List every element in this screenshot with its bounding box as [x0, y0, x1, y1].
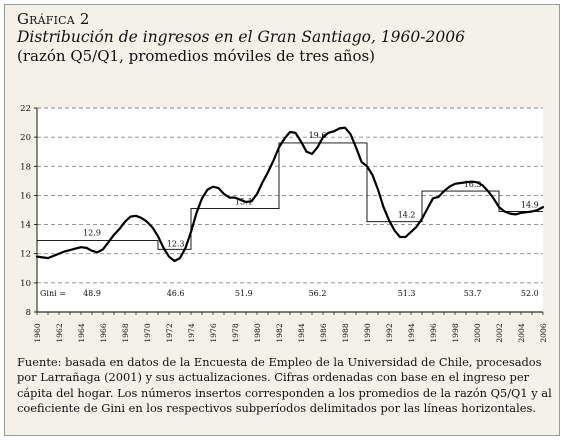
y-tick-label: 14 — [20, 221, 31, 231]
x-tick-label: 1984 — [297, 323, 306, 342]
x-tick-label: 1968 — [121, 323, 130, 342]
y-tick-label: 20 — [20, 133, 31, 143]
x-tick-label: 1964 — [77, 323, 86, 342]
y-tick-label: 12 — [20, 250, 31, 260]
y-axis: 8 10 12 14 16 18 20 22 — [20, 104, 38, 318]
x-tick-label: 1990 — [363, 323, 372, 342]
series-group — [35, 126, 545, 263]
figure-heading: Gráfica 2 Distribución de ingresos en el… — [17, 10, 547, 66]
x-tick-label: 1982 — [275, 323, 284, 342]
x-tick-label: 1998 — [451, 323, 460, 342]
source-note: Fuente: basada en datos de la Encuesta d… — [17, 355, 552, 415]
y-tick-label: 8 — [26, 308, 31, 318]
gini-label: Gini = — [40, 289, 66, 298]
gini-value: 52.0 — [521, 289, 539, 298]
x-tick-label: 1994 — [407, 323, 416, 342]
x-tick-label: 2006 — [539, 323, 548, 342]
period-average-label: 19.6 — [309, 131, 327, 140]
x-axis: 1960 1962 1964 1966 1968 1970 1972 1974 1976 1978… — [33, 311, 548, 343]
x-tick-label: 1974 — [187, 323, 196, 342]
y-tick-label: 16 — [20, 191, 31, 201]
gini-value: 53.7 — [464, 289, 482, 298]
x-tick-label: 1972 — [165, 323, 174, 342]
x-tick-label: 1962 — [55, 323, 64, 342]
gini-value: 46.6 — [167, 289, 185, 298]
period-average-label: 12.9 — [83, 229, 101, 238]
x-tick-label: 1992 — [385, 323, 394, 342]
x-tick-label: 2002 — [495, 323, 504, 342]
x-tick-label: 1988 — [341, 323, 350, 342]
y-tick-label: 10 — [20, 279, 31, 289]
x-tick-label: 1970 — [143, 323, 152, 342]
period-average-label: 16.3 — [464, 180, 482, 189]
figure-subtitle: (razón Q5/Q1, promedios móviles de tres … — [17, 47, 376, 65]
y-tick-label: 18 — [20, 162, 31, 172]
period-average-label: 14.2 — [398, 211, 416, 220]
gini-value: 51.9 — [235, 289, 253, 298]
period-average-label: 14.9 — [521, 200, 539, 209]
x-tick-label: 2000 — [473, 323, 482, 342]
gini-value: 56.2 — [309, 289, 327, 298]
x-tick-label: 1986 — [319, 323, 328, 342]
figure-title: Distribución de ingresos en el Gran Sant… — [17, 28, 465, 46]
figure-kicker: Gráfica 2 — [17, 10, 90, 28]
x-tick-label: 2004 — [517, 323, 526, 342]
x-tick-label: 1978 — [231, 323, 240, 342]
x-tick-label: 1996 — [429, 323, 438, 342]
plot-area — [37, 108, 543, 312]
period-average-label: 12.3 — [167, 239, 185, 248]
series-line — [35, 126, 545, 263]
grid-lines — [37, 107, 543, 284]
x-tick-label: 1960 — [33, 323, 42, 342]
x-tick-label: 1980 — [253, 323, 262, 342]
gini-row: Gini = 48.9 46.6 51.9 56.2 51.3 53.7 52.0 — [40, 289, 539, 298]
gini-value: 48.9 — [83, 289, 101, 298]
gini-value: 51.3 — [398, 289, 416, 298]
x-tick-label: 1976 — [209, 323, 218, 342]
x-tick-label: 1966 — [99, 323, 108, 342]
y-tick-label: 22 — [20, 104, 31, 114]
